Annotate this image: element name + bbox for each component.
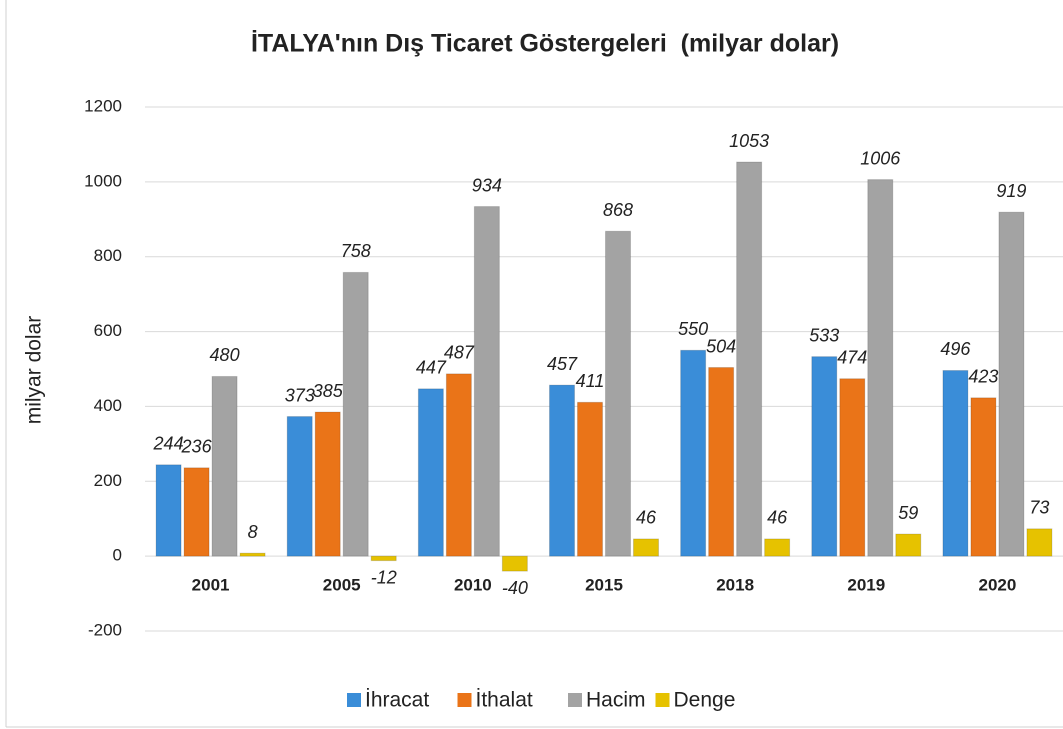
y-tick-label: 0 xyxy=(113,546,122,565)
y-tick-label: 600 xyxy=(94,321,122,340)
data-label: 496 xyxy=(940,339,971,359)
data-label: 457 xyxy=(547,354,578,374)
y-tick-label: 1000 xyxy=(84,171,122,190)
legend-label: Denge xyxy=(674,689,736,712)
bar xyxy=(239,552,266,557)
bar xyxy=(155,464,182,557)
data-label: 474 xyxy=(837,347,867,367)
chart-title: İTALYA'nın Dış Ticaret Göstergeleri (mil… xyxy=(251,30,839,58)
data-label: 236 xyxy=(181,437,213,457)
bar xyxy=(286,416,313,557)
bar xyxy=(577,401,603,557)
data-label: 504 xyxy=(706,336,736,356)
data-label: -40 xyxy=(502,578,528,598)
bar xyxy=(970,397,997,557)
data-label: 385 xyxy=(313,381,344,401)
bar xyxy=(839,378,866,557)
data-label: 59 xyxy=(898,503,918,523)
legend-swatch xyxy=(655,693,670,707)
bar xyxy=(605,230,631,557)
x-tick-label: 2010 xyxy=(454,576,492,595)
x-tick-label: 2020 xyxy=(979,576,1017,595)
bar xyxy=(942,369,969,557)
bar xyxy=(342,271,369,557)
legend-swatch xyxy=(568,693,582,707)
bar xyxy=(867,179,894,557)
y-tick-label: 200 xyxy=(94,471,122,490)
bar xyxy=(811,356,838,557)
data-label: 487 xyxy=(444,343,475,363)
y-tick-label: 800 xyxy=(94,246,122,265)
y-tick-label: -200 xyxy=(88,620,122,639)
bar xyxy=(895,533,922,557)
data-label: 533 xyxy=(809,325,839,345)
legend-label: İthalat xyxy=(476,689,533,712)
bar xyxy=(211,375,238,557)
data-label: 1006 xyxy=(860,148,901,168)
data-label: 411 xyxy=(576,371,605,391)
data-label: 868 xyxy=(603,200,633,220)
data-label: 8 xyxy=(248,522,258,542)
data-label: 423 xyxy=(968,367,998,387)
bar xyxy=(314,411,341,557)
data-label: 46 xyxy=(767,508,788,528)
legend-label: İhracat xyxy=(365,689,429,712)
data-label: 373 xyxy=(285,385,315,405)
data-label: 934 xyxy=(472,175,502,195)
data-label: 447 xyxy=(416,358,447,378)
bar xyxy=(708,367,735,557)
bar xyxy=(680,349,707,557)
bar xyxy=(998,211,1025,557)
data-label: 1053 xyxy=(729,131,769,151)
bar xyxy=(417,388,444,557)
bar xyxy=(736,161,763,557)
bar xyxy=(1026,528,1053,557)
legend-swatch xyxy=(457,693,472,707)
legend-label: Hacim xyxy=(586,689,646,712)
bar xyxy=(370,555,397,562)
data-label: 73 xyxy=(1029,498,1049,518)
bar xyxy=(549,384,575,557)
data-label: 919 xyxy=(996,181,1026,201)
bar xyxy=(183,467,210,557)
x-tick-label: 2019 xyxy=(847,576,885,595)
data-label: 244 xyxy=(153,434,184,454)
data-label: 550 xyxy=(678,319,708,339)
legend-swatch xyxy=(347,693,361,707)
bar xyxy=(633,538,659,557)
y-axis-label: milyar dolar xyxy=(23,316,46,425)
data-label: -12 xyxy=(371,567,397,587)
x-tick-label: 2001 xyxy=(192,576,230,595)
bar xyxy=(445,373,472,557)
data-label: 758 xyxy=(341,241,371,261)
bar xyxy=(764,538,791,557)
bar xyxy=(501,555,528,572)
x-tick-label: 2018 xyxy=(716,576,754,595)
data-label: 46 xyxy=(636,508,657,528)
y-tick-label: 1200 xyxy=(84,96,122,115)
x-tick-label: 2015 xyxy=(585,576,623,595)
bar xyxy=(473,206,500,557)
y-tick-label: 400 xyxy=(94,396,122,415)
data-label: 480 xyxy=(210,345,240,365)
x-tick-label: 2005 xyxy=(323,576,361,595)
